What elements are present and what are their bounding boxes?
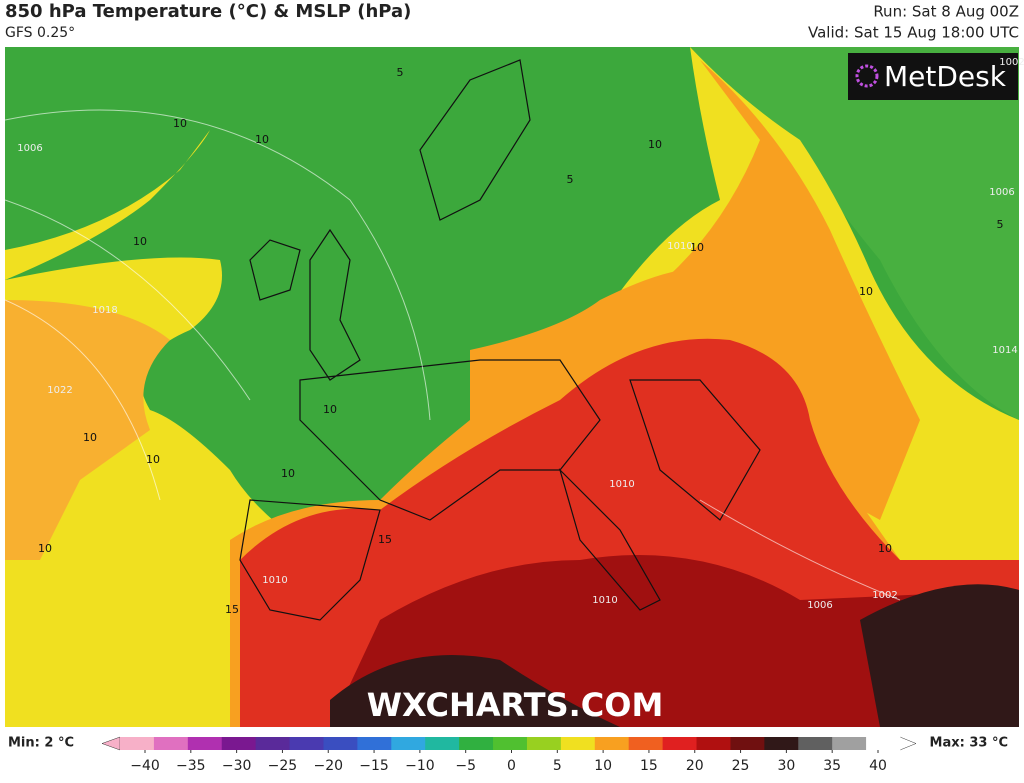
contour-label: 1010 (592, 595, 617, 606)
colorbar-tick-label: −30 (222, 758, 252, 774)
colorbar-swatch (628, 737, 664, 750)
contour-label: 10 (83, 431, 97, 444)
hot-area (330, 655, 620, 727)
colorbar-swatch (560, 737, 596, 750)
warm-area (5, 130, 210, 280)
hot-area (860, 584, 1019, 727)
contour-label: 5 (397, 66, 404, 79)
colorbar-swatch (120, 737, 155, 750)
watermark: WXCHARTS.COM (367, 686, 664, 724)
colorbar-swatch (493, 737, 528, 750)
legend-min: Min: 2 °C (8, 736, 74, 751)
logo: MetDesk (848, 53, 1018, 100)
colorbar-swatch (764, 737, 799, 750)
colorbar-tick-label: 20 (686, 758, 704, 774)
colorbar-tick-label: −15 (359, 758, 389, 774)
contour-label: 10 (323, 403, 337, 416)
colorbar-swatch (459, 737, 494, 750)
warm-area (5, 300, 170, 560)
colorbar-swatch (187, 737, 223, 750)
contour-label: 10 (133, 235, 147, 248)
colorbar-end (899, 736, 917, 751)
colorbar-swatch (662, 737, 698, 750)
colorbar-swatch (357, 737, 392, 750)
contour-label: 10 (281, 467, 295, 480)
colorbar-tick-label: −25 (268, 758, 298, 774)
contour-label: 1006 (807, 600, 832, 611)
contour-label: 10 (648, 138, 662, 151)
cool-area (690, 47, 1019, 420)
colorbar-swatch (323, 737, 358, 750)
colorbar-end (101, 736, 121, 751)
colorbar-swatch (594, 737, 630, 750)
colorbar: −40 −35 −30 −25 −20 −15 −10 −5 0 5 10 15 20 25 30 35 40 (101, 736, 917, 774)
contour-label: 1010 (609, 479, 634, 490)
colorbar-tick-label: −40 (130, 758, 160, 774)
colorbar-tick-label: −10 (405, 758, 435, 774)
isobar (5, 109, 901, 601)
map (5, 47, 1019, 727)
coastline (239, 59, 761, 621)
colorbar-swatch (425, 737, 460, 750)
colorbar-tick-label: 40 (869, 758, 887, 774)
colorbar-swatch (153, 737, 189, 750)
contour-label: 5 (997, 218, 1004, 231)
colorbar-tick-label: −20 (313, 758, 343, 774)
colorbar-tick-label: 5 (553, 758, 562, 774)
colorbar-tick-label: 10 (594, 758, 612, 774)
valid: Valid: Sat 15 Aug 18:00 UTC (808, 24, 1019, 42)
contour-label: 1022 (47, 385, 72, 396)
colorbar-swatch (730, 737, 765, 750)
title: 850 hPa Temperature (°C) & MSLP (hPa) (5, 1, 411, 22)
colorbar-swatch (696, 737, 731, 750)
contour-label: 10 (859, 285, 873, 298)
colorbar-swatch (289, 737, 324, 750)
contour-label: 5 (567, 173, 574, 186)
colorbar-swatch (526, 737, 562, 750)
colorbar-swatch (391, 737, 426, 750)
contour-label: 10 (878, 542, 892, 555)
colorbar-swatch (832, 737, 867, 750)
contour-label: 10 (690, 241, 704, 254)
colorbar-tick-label: 30 (777, 758, 795, 774)
colorbar-tick-label: 15 (640, 758, 658, 774)
contour-label: 1002 (872, 590, 897, 601)
colorbar-swatch (255, 737, 291, 750)
colorbar-swatch (221, 737, 257, 750)
run: Run: Sat 8 Aug 00Z (873, 3, 1019, 21)
contour-label: 15 (378, 533, 392, 546)
colorbar-tick-label: 0 (507, 758, 516, 774)
contour-label: 10 (38, 542, 52, 555)
colorbar-tick-label: 25 (732, 758, 750, 774)
contour-label: 1006 (989, 187, 1014, 198)
model: GFS 0.25° (5, 25, 75, 41)
logo-icon (855, 64, 879, 88)
contour-label: 1014 (992, 345, 1017, 356)
contour-label: 10 (255, 133, 269, 146)
contour-label: 10 (173, 117, 187, 130)
colorbar-swatch (798, 737, 833, 750)
contour-label: 1006 (17, 143, 42, 154)
contour-label: 15 (225, 603, 239, 616)
logo-text: MetDesk (884, 60, 1007, 93)
colorbar-tick-label: 35 (823, 758, 841, 774)
legend-max: Max: 33 °C (930, 736, 1008, 751)
contour-label: 1010 (262, 575, 287, 586)
contour-label: 1010 (667, 241, 692, 252)
colorbar-tick-label: −5 (455, 758, 476, 774)
colorbar-tick-label: −35 (176, 758, 206, 774)
contour-label: 1002 (999, 57, 1024, 68)
contour-label: 10 (146, 453, 160, 466)
contour-label: 1018 (92, 305, 117, 316)
colorbar-swatch (866, 737, 901, 750)
